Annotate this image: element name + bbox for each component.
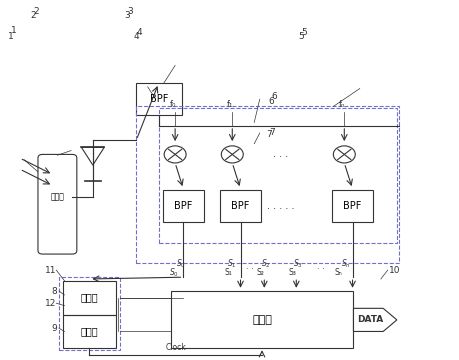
Text: S₂: S₂ — [256, 269, 264, 278]
Bar — [63, 281, 116, 315]
Text: 9: 9 — [51, 324, 57, 333]
Text: 7: 7 — [265, 130, 271, 139]
Text: 12: 12 — [45, 300, 56, 309]
Text: BPF: BPF — [150, 94, 168, 104]
Text: BPF: BPF — [231, 201, 249, 211]
Text: DATA: DATA — [357, 315, 383, 324]
Text: 11: 11 — [45, 266, 56, 275]
Text: 滤光片: 滤光片 — [50, 193, 64, 202]
Bar — [159, 108, 396, 243]
Text: Clock: Clock — [165, 343, 186, 352]
Text: 锁相环: 锁相环 — [80, 327, 98, 337]
Text: 解码器: 解码器 — [252, 315, 271, 325]
Bar — [219, 190, 261, 222]
Text: 3: 3 — [127, 7, 133, 16]
Text: 1: 1 — [8, 32, 13, 41]
Text: 8: 8 — [51, 287, 57, 296]
Text: fₙ: fₙ — [338, 100, 344, 109]
Text: 5: 5 — [297, 32, 303, 41]
Bar — [136, 106, 398, 263]
Text: $S_n$: $S_n$ — [340, 257, 350, 270]
Bar — [162, 190, 203, 222]
Text: 2: 2 — [30, 11, 36, 20]
Text: BPF: BPF — [174, 201, 192, 211]
Bar — [331, 190, 372, 222]
Text: Sₙ: Sₙ — [334, 269, 341, 278]
Text: 1: 1 — [11, 26, 16, 35]
Text: 7: 7 — [268, 128, 274, 137]
Text: 6: 6 — [270, 92, 276, 101]
Text: f₁: f₁ — [226, 100, 233, 109]
Text: 4: 4 — [133, 32, 139, 41]
Text: f₀: f₀ — [170, 100, 176, 109]
Text: . .: . . — [245, 262, 253, 271]
Text: 3: 3 — [124, 11, 130, 20]
Text: S₃: S₃ — [288, 269, 296, 278]
Text: . . .: . . . — [272, 149, 287, 159]
Text: 6: 6 — [268, 96, 274, 105]
Text: $S_2$: $S_2$ — [260, 257, 270, 270]
Text: S₁: S₁ — [224, 269, 232, 278]
Text: 10: 10 — [388, 266, 399, 275]
Bar — [63, 315, 116, 348]
Text: . .: . . — [316, 262, 324, 271]
Text: $S_0$: $S_0$ — [168, 266, 179, 279]
Bar — [136, 83, 182, 115]
Text: 移相器: 移相器 — [80, 293, 98, 303]
Text: BPF: BPF — [342, 201, 361, 211]
Text: $S_1$: $S_1$ — [227, 257, 237, 270]
Text: $S_0$: $S_0$ — [176, 257, 185, 270]
Text: 2: 2 — [34, 7, 39, 16]
Text: 5: 5 — [300, 28, 306, 37]
Text: $S_3$: $S_3$ — [292, 257, 302, 270]
Text: . . . . .: . . . . . — [266, 201, 293, 211]
Bar — [170, 292, 353, 348]
Text: 4: 4 — [136, 28, 141, 37]
Bar — [58, 277, 120, 350]
